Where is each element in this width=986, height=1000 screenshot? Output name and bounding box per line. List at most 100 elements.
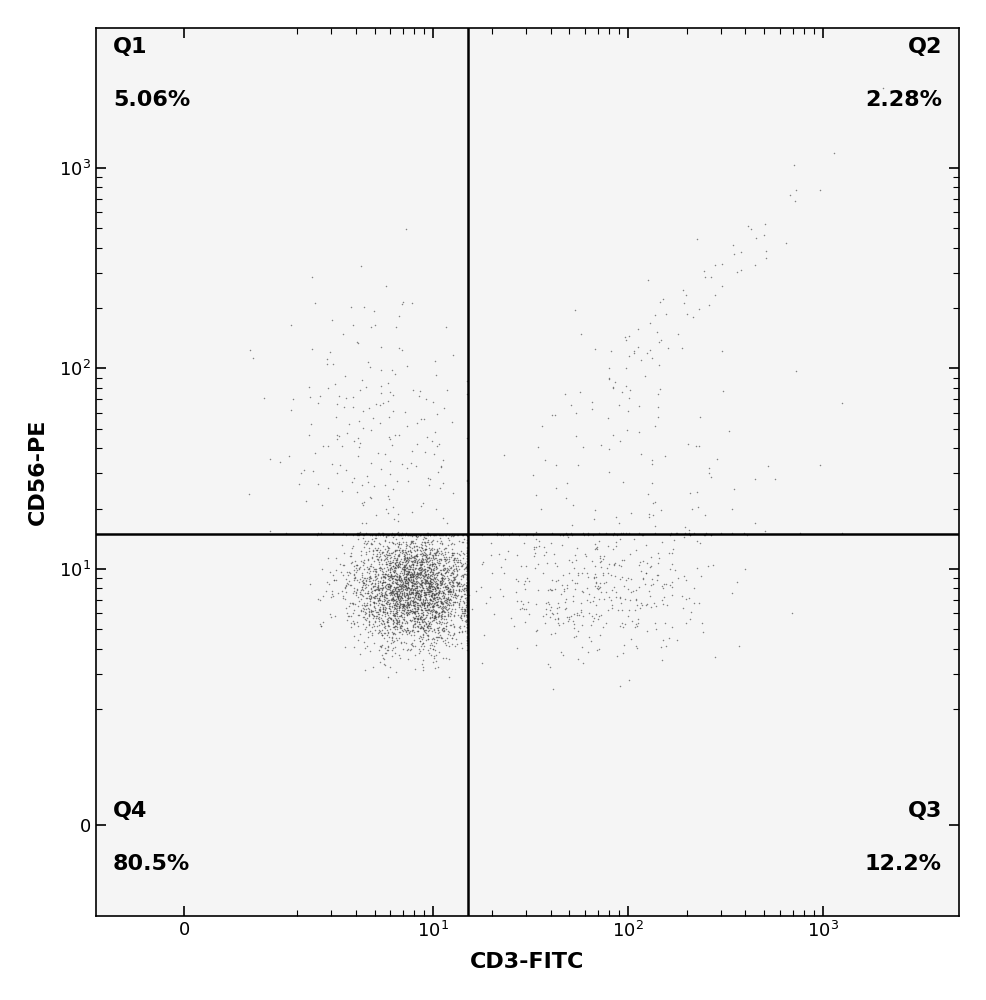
Point (443, 560, 458, 576)
Point (583, 617, 599, 633)
Point (420, 566, 436, 582)
Point (383, 560, 398, 576)
Point (436, 620, 452, 636)
Point (403, 561, 419, 577)
Point (408, 564, 424, 580)
Point (569, 651, 585, 667)
Point (354, 573, 370, 589)
Point (401, 552, 417, 568)
Point (412, 620, 428, 636)
Point (441, 638, 457, 654)
Point (388, 621, 404, 637)
Point (552, 586, 568, 602)
Point (360, 585, 376, 601)
Point (385, 568, 400, 584)
Point (390, 616, 406, 632)
Point (391, 556, 407, 572)
Point (566, 616, 582, 632)
Point (482, 535, 498, 551)
Point (387, 621, 402, 637)
Point (405, 610, 421, 626)
Point (373, 615, 388, 631)
Point (436, 608, 452, 624)
Point (319, 574, 335, 590)
Point (402, 612, 418, 628)
Point (399, 594, 415, 610)
Point (442, 591, 458, 607)
Point (425, 532, 441, 548)
Point (403, 534, 419, 550)
Point (444, 573, 459, 589)
Point (394, 602, 410, 618)
Point (373, 569, 388, 585)
Point (430, 619, 446, 635)
Point (363, 581, 379, 597)
Point (460, 630, 476, 646)
Point (399, 566, 415, 582)
Point (363, 570, 379, 586)
Point (396, 554, 412, 570)
Point (517, 573, 532, 589)
Point (370, 597, 386, 613)
Point (458, 532, 474, 548)
Point (411, 556, 427, 572)
Point (345, 399, 361, 415)
Point (350, 448, 366, 464)
Point (366, 608, 382, 624)
Point (338, 584, 354, 600)
Point (385, 591, 400, 607)
Point (458, 527, 474, 543)
Point (369, 570, 385, 586)
Point (371, 582, 387, 598)
Point (446, 625, 461, 641)
Point (620, 608, 636, 624)
Point (310, 395, 325, 411)
Point (443, 606, 458, 622)
Point (415, 561, 431, 577)
Point (404, 527, 420, 543)
Point (372, 601, 387, 617)
Point (398, 573, 414, 589)
Point (391, 597, 407, 613)
Point (385, 626, 400, 642)
Point (714, 278, 730, 294)
Point (387, 555, 402, 571)
Point (425, 585, 441, 601)
Point (419, 550, 435, 566)
Point (436, 582, 452, 598)
Point (397, 558, 413, 574)
Point (379, 527, 394, 543)
Point (358, 597, 374, 613)
Point (412, 562, 428, 578)
Point (454, 568, 469, 584)
Point (391, 578, 407, 594)
Point (394, 582, 410, 598)
Point (403, 574, 419, 590)
Point (384, 583, 399, 599)
Point (363, 558, 379, 574)
Point (439, 602, 455, 618)
Point (399, 563, 415, 579)
Point (376, 615, 391, 631)
Point (361, 607, 377, 623)
Point (788, 182, 804, 198)
Point (454, 567, 469, 583)
Point (430, 644, 446, 660)
Point (401, 595, 417, 611)
Point (410, 551, 426, 567)
Point (424, 571, 440, 587)
Point (488, 527, 504, 543)
Point (455, 550, 470, 566)
Point (430, 564, 446, 580)
Point (323, 586, 339, 602)
Point (302, 389, 317, 405)
Point (556, 581, 572, 597)
Point (550, 617, 566, 633)
Point (358, 572, 374, 588)
Point (404, 527, 420, 543)
Point (433, 543, 449, 559)
Point (458, 527, 474, 543)
Point (458, 566, 474, 582)
Point (387, 575, 403, 591)
Point (389, 527, 405, 543)
